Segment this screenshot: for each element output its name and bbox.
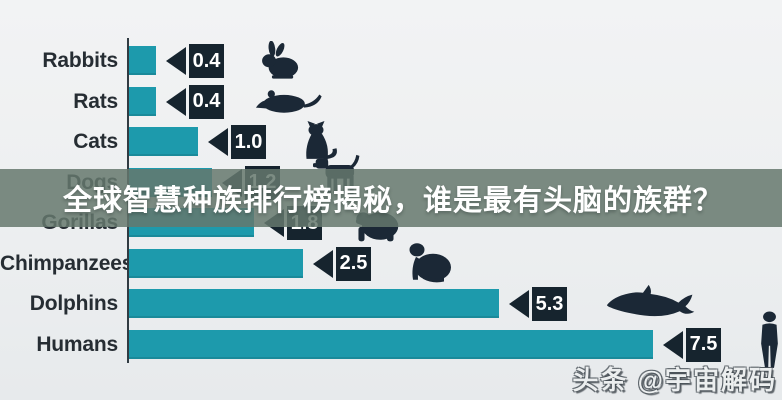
bar-row: Dolphins 5.3 bbox=[0, 284, 782, 325]
bar-row: Humans 7.5 bbox=[0, 311, 782, 368]
cat-icon bbox=[301, 121, 343, 160]
chimpanzee-icon bbox=[403, 241, 455, 285]
value-badge: 0.4 bbox=[189, 44, 224, 78]
human-icon bbox=[756, 311, 782, 370]
category-label: Chimpanzees bbox=[0, 251, 134, 275]
value-bar bbox=[128, 329, 653, 359]
left-arrow-icon bbox=[208, 128, 228, 156]
left-arrow-icon bbox=[166, 47, 186, 75]
left-arrow-icon bbox=[313, 249, 333, 278]
value-badge: 2.5 bbox=[336, 246, 371, 281]
value-badge: 5.3 bbox=[532, 287, 567, 321]
value-bar bbox=[128, 248, 303, 278]
rat-icon bbox=[255, 86, 323, 116]
banner-title: 全球智慧种族排行榜揭秘，谁是最有头脑的族群？ bbox=[63, 185, 724, 217]
category-label: Rats bbox=[73, 89, 118, 113]
dolphin-icon bbox=[605, 283, 700, 321]
value-bar bbox=[128, 289, 499, 318]
category-label: Cats bbox=[73, 130, 118, 153]
title-banner: 全球智慧种族排行榜揭秘，谁是最有头脑的族群？ bbox=[0, 169, 782, 227]
value-bar bbox=[128, 127, 198, 156]
value-badge: 7.5 bbox=[686, 327, 721, 362]
rabbit-icon bbox=[258, 41, 303, 79]
left-arrow-icon bbox=[663, 330, 683, 359]
value-bar bbox=[128, 46, 156, 75]
watermark-text: 头条 @宇宙解码 bbox=[572, 365, 777, 395]
left-arrow-icon bbox=[166, 87, 186, 116]
category-label: Rabbits bbox=[42, 49, 118, 72]
bar-row: Rabbits 0.4 bbox=[0, 41, 782, 82]
bar-row: Rats 0.4 bbox=[0, 82, 782, 123]
value-badge: 0.4 bbox=[189, 84, 224, 119]
left-arrow-icon bbox=[509, 290, 529, 318]
bar-row: Chimpanzees 2.5 bbox=[0, 241, 782, 285]
bar-row: Cats 1.0 bbox=[0, 121, 782, 163]
category-label: Humans bbox=[36, 332, 118, 356]
value-bar bbox=[128, 86, 156, 116]
value-badge: 1.0 bbox=[231, 125, 266, 159]
category-label: Dolphins bbox=[29, 292, 118, 315]
